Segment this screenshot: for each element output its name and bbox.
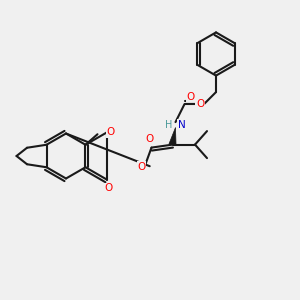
Text: O: O xyxy=(186,92,195,102)
Text: O: O xyxy=(146,134,154,144)
Text: H: H xyxy=(164,119,172,130)
Polygon shape xyxy=(169,128,176,145)
Text: O: O xyxy=(104,183,112,193)
Text: O: O xyxy=(137,161,146,172)
Text: O: O xyxy=(107,128,115,137)
Text: N: N xyxy=(178,119,186,130)
Text: O: O xyxy=(196,99,204,109)
